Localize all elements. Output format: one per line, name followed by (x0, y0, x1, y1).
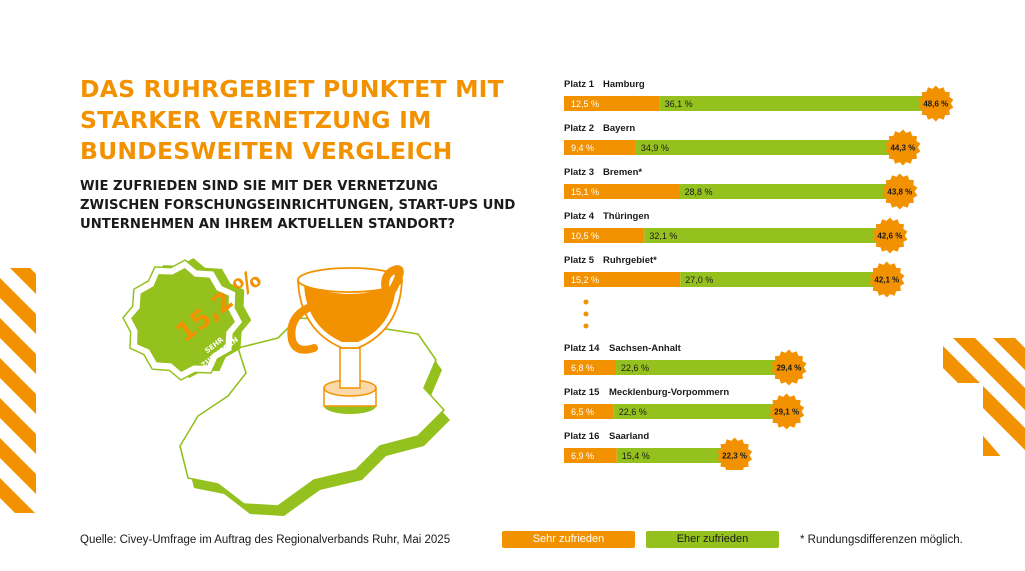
chart-row: Platz 16 Saarland 6,9 % 15,4 % 22,3 % (564, 431, 753, 470)
row-rank-label: Platz 15 (564, 387, 600, 398)
label-total: 22,3 % (722, 452, 747, 461)
row-rank-label: Platz 1 (564, 79, 595, 90)
label-sehr-zufrieden: 10,5 % (571, 231, 599, 241)
bar-sehr-zufrieden (564, 404, 614, 419)
ellipsis-dot (583, 323, 589, 329)
label-eher-zufrieden: 28,8 % (685, 187, 713, 197)
row-name-label: Bremen* (603, 167, 642, 178)
chart-row: Platz 15 Mecklenburg-Vorpommern 6,5 % 22,6 … (564, 387, 805, 430)
label-eher-zufrieden: 15,4 % (622, 451, 650, 461)
total-badge (885, 129, 921, 166)
label-sehr-zufrieden: 6,5 % (571, 407, 594, 417)
label-eher-zufrieden: 22,6 % (619, 407, 647, 417)
bar-eher-zufrieden (659, 96, 936, 111)
bar-eher-zufrieden (644, 228, 890, 243)
rounding-note: * Rundungsdifferenzen möglich. (800, 534, 963, 546)
sehr-zufrieden-badge (122, 258, 252, 381)
bar-eher-zufrieden (616, 360, 789, 375)
label-sehr-zufrieden: 6,8 % (571, 363, 594, 373)
label-sehr-zufrieden: 15,1 % (571, 187, 599, 197)
bar-eher-zufrieden (635, 140, 903, 155)
bar-sehr-zufrieden (564, 360, 617, 375)
bar-sehr-zufrieden (564, 228, 645, 243)
survey-question: WIE ZUFRIEDEN SIND SIE MIT DER VERNETZUN… (80, 179, 516, 232)
total-badge (869, 261, 905, 298)
row-rank-label: Platz 4 (564, 211, 595, 222)
source-note: Quelle: Civey-Umfrage im Auftrag des Reg… (80, 534, 451, 546)
label-sehr-zufrieden: 9,4 % (571, 143, 594, 153)
label-total: 29,1 % (774, 408, 799, 417)
ellipsis-dots (583, 299, 589, 329)
row-rank-label: Platz 2 (564, 123, 594, 134)
row-rank-label: Platz 14 (564, 343, 600, 354)
legend-sehr-zufrieden: Sehr zufrieden (502, 531, 635, 548)
total-badge (918, 85, 954, 122)
chart-row: Platz 3 Bremen* 15,1 % 28,8 % 43,8 % (564, 167, 918, 210)
bar-eher-zufrieden (613, 404, 787, 419)
page-title: DAS RUHRGEBIET PUNKTET MIT STARKER VERNE… (80, 75, 504, 165)
stripes-right-decoration (943, 338, 1025, 456)
chart-row: Platz 5 Ruhrgebiet* 15,2 % 27,0 % 42,1 % (564, 255, 905, 298)
row-name-label: Ruhrgebiet* (603, 255, 657, 266)
legend-eher-zufrieden: Eher zufrieden (646, 531, 779, 548)
total-badge (717, 437, 753, 470)
row-rank-label: Platz 5 (564, 255, 595, 266)
total-badge (882, 173, 918, 210)
label-total: 48,6 % (923, 100, 948, 109)
trophy-icon (287, 265, 404, 414)
bar-sehr-zufrieden (564, 272, 681, 287)
label-eher-zufrieden: 34,9 % (641, 143, 669, 153)
bar-sehr-zufrieden (564, 140, 636, 155)
label-total: 43,8 % (887, 188, 912, 197)
total-badge (769, 393, 805, 430)
label-total: 42,6 % (877, 232, 902, 241)
label-sehr-zufrieden: 12,5 % (571, 99, 599, 109)
chart-row: Platz 14 Sachsen-Anhalt 6,8 % 22,6 % 29,4 % (564, 343, 807, 386)
label-sehr-zufrieden: 6,9 % (571, 451, 594, 461)
row-name-label: Bayern (603, 123, 635, 134)
stripes-left-decoration (0, 268, 36, 513)
total-badge (872, 217, 908, 254)
total-badge (771, 349, 807, 386)
bar-eher-zufrieden (679, 184, 900, 199)
row-name-label: Hamburg (603, 79, 645, 90)
label-eher-zufrieden: 22,6 % (621, 363, 649, 373)
bar-eher-zufrieden (680, 272, 887, 287)
row-name-label: Saarland (609, 431, 649, 442)
bar-sehr-zufrieden (564, 96, 660, 111)
label-eher-zufrieden: 32,1 % (649, 231, 677, 241)
label-eher-zufrieden: 27,0 % (685, 275, 713, 285)
ellipsis-dot (583, 311, 589, 317)
bar-eher-zufrieden (616, 448, 735, 463)
map-trophy-illustration: 15,2 % SEHR ZUFRIEDEN (122, 258, 450, 516)
label-total: 44,3 % (890, 144, 915, 153)
row-name-label: Mecklenburg-Vorpommern (609, 387, 729, 398)
ellipsis-dot (583, 299, 589, 305)
chart-row: Platz 1 Hamburg 12,5 % 36,1 % 48,6 % (564, 79, 954, 122)
label-sehr-zufrieden: 15,2 % (571, 275, 599, 285)
ranking-bar-chart: Platz 1 Hamburg 12,5 % 36,1 % 48,6 % Platz 2 B… (564, 79, 954, 470)
bar-sehr-zufrieden (564, 448, 617, 463)
bar-sehr-zufrieden (564, 184, 680, 199)
label-total: 42,1 % (874, 276, 899, 285)
row-name-label: Thüringen (603, 211, 650, 222)
chart-row: Platz 2 Bayern 9,4 % 34,9 % 44,3 % (564, 123, 921, 166)
row-rank-label: Platz 16 (564, 431, 599, 442)
chart-row: Platz 4 Thüringen 10,5 % 32,1 % 42,6 % (564, 211, 908, 254)
label-eher-zufrieden: 36,1 % (665, 99, 693, 109)
label-total: 29,4 % (776, 364, 801, 373)
row-name-label: Sachsen-Anhalt (609, 343, 682, 354)
row-rank-label: Platz 3 (564, 167, 594, 178)
